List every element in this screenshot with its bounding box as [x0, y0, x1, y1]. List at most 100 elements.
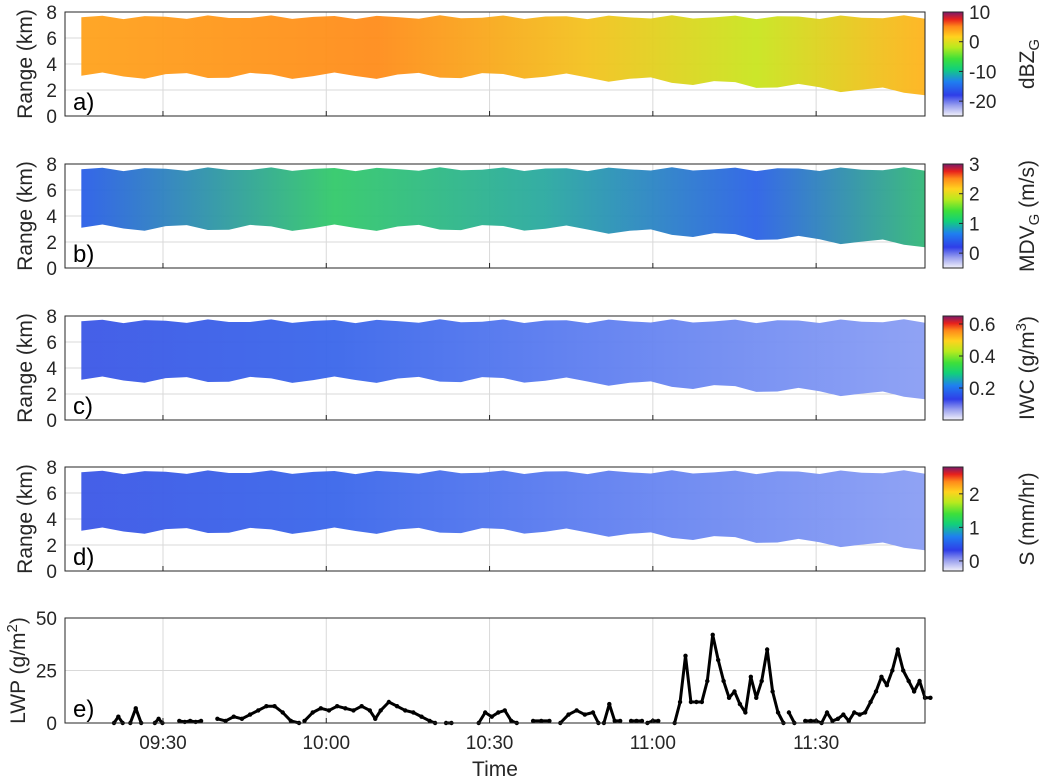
lwp-point — [187, 718, 193, 724]
lwp-point — [743, 710, 748, 715]
panel-c-colorbar-tick-label: 0.4 — [969, 347, 996, 368]
lwp-point — [748, 674, 754, 679]
panel-b-ytick-label: 2 — [46, 233, 57, 254]
panel-c-colorbar-tick-label: 0.2 — [969, 379, 995, 400]
panel-c-ytick-label: 4 — [46, 359, 57, 380]
x-tick-label: 11:30 — [793, 733, 839, 754]
lwp-series-segment — [128, 706, 143, 724]
lwp-point — [688, 699, 694, 705]
lwp-point — [247, 712, 253, 717]
lwp-point — [612, 718, 617, 724]
lwp-point — [726, 695, 732, 700]
panel-c-colorbar — [942, 315, 964, 421]
panel-d-ylabel: Range (km) — [14, 464, 37, 574]
panel-b-colorbar-tick-label: 1 — [969, 214, 980, 235]
lwp-point — [566, 712, 571, 717]
panel-a-axes — [64, 11, 926, 117]
panel-a-colorbar-label: dBZG — [1016, 39, 1043, 89]
lwp-point — [310, 710, 315, 715]
panel-e-ylabel: LWP (g/m2) — [4, 617, 30, 724]
panel-d-label: d) — [73, 544, 94, 571]
lwp-point — [489, 714, 494, 719]
lwp-point — [824, 710, 830, 715]
panel-b-ylabel: Range (km) — [14, 161, 37, 271]
lwp-point — [759, 678, 764, 684]
lwp-point — [737, 701, 743, 707]
lwp-point — [231, 714, 236, 719]
lwp-point — [343, 706, 348, 711]
lwp-point — [830, 718, 835, 724]
panel-d-ytick-label: 0 — [46, 562, 57, 583]
panel-d-colorbar-tick-label: 0 — [969, 552, 980, 573]
lwp-point — [656, 718, 661, 724]
panel-b-ytick-label: 0 — [46, 259, 57, 280]
lwp-point — [582, 712, 588, 717]
x-tick-label: 09:30 — [139, 733, 187, 754]
panel-c-field — [81, 319, 926, 400]
lwp-point — [574, 708, 579, 713]
lwp-point — [326, 708, 332, 713]
x-tick-label: 10:30 — [466, 733, 514, 754]
panel-c-ytick-label: 6 — [46, 333, 57, 354]
lwp-point — [530, 718, 536, 724]
panel-b-field — [81, 167, 926, 248]
lwp-point — [699, 699, 705, 705]
x-tick-label: 10:00 — [302, 733, 350, 754]
lwp-point — [677, 699, 683, 705]
panel-d-ytick-label: 6 — [46, 484, 57, 505]
panel-a-colorbar — [942, 11, 964, 117]
lwp-point — [239, 716, 245, 721]
lwp-point — [852, 710, 857, 715]
lwp-point — [547, 718, 552, 724]
panel-c-ytick-label: 0 — [46, 411, 57, 432]
lwp-point — [367, 708, 373, 713]
panel-a-ytick-label: 8 — [46, 3, 57, 24]
panel-a-colorbar-tick-label: -10 — [969, 62, 996, 83]
lwp-point — [884, 683, 890, 688]
panel-d: 0 2 4 6 8 Range (km) d) 2 1 0 S (mm/hr) — [14, 458, 1039, 583]
lwp-point — [879, 674, 884, 679]
lwp-point — [386, 699, 392, 705]
panel-c-axes — [64, 315, 926, 421]
lwp-series-segment — [602, 702, 621, 724]
lwp-point — [302, 718, 307, 724]
lwp-point — [721, 678, 726, 684]
lwp-point — [710, 632, 715, 637]
lwp-point — [351, 708, 356, 713]
lwp-point — [272, 704, 277, 709]
lwp-point — [502, 708, 507, 713]
panel-e: 0 25 50 09:30 10:00 10:30 11:00 11:30 LWP (g/m2)… — [4, 609, 933, 780]
lwp-point — [156, 716, 161, 721]
panel-c-ytick-label: 2 — [46, 385, 57, 406]
panel-b-colorbar-tick-label: 0 — [969, 244, 980, 265]
panel-e-label: e) — [73, 696, 94, 723]
panel-a-ytick-label: 6 — [46, 29, 57, 50]
panel-e-ytick-label: 25 — [36, 662, 57, 683]
lwp-point — [639, 718, 645, 724]
lwp-point — [906, 678, 911, 684]
panel-d-colorbar-tick-label: 1 — [969, 518, 980, 539]
lwp-point — [373, 716, 378, 721]
lwp-point — [177, 718, 182, 724]
panel-e-ytick-label: 0 — [46, 714, 57, 735]
lwp-point — [264, 704, 269, 709]
lwp-point — [483, 710, 488, 715]
lwp-point — [764, 647, 770, 652]
panel-a-ytick-label: 2 — [46, 81, 57, 102]
lwp-point — [607, 701, 612, 707]
lwp-point — [803, 718, 808, 724]
x-tick-label: 11:00 — [630, 733, 676, 754]
lwp-point — [770, 689, 775, 694]
panel-b-axes — [64, 163, 926, 269]
panel-d-ytick-label: 2 — [46, 536, 57, 557]
panel-a-colorbar-tick-label: -20 — [969, 92, 996, 113]
lwp-point — [628, 718, 634, 724]
lwp-point — [411, 710, 416, 715]
lwp-point — [394, 704, 400, 709]
panel-a-ytick-label: 0 — [46, 107, 57, 128]
lwp-point — [754, 695, 759, 700]
panel-d-ytick-label: 4 — [46, 510, 57, 531]
lwp-point — [868, 699, 873, 705]
lwp-point — [617, 718, 623, 724]
